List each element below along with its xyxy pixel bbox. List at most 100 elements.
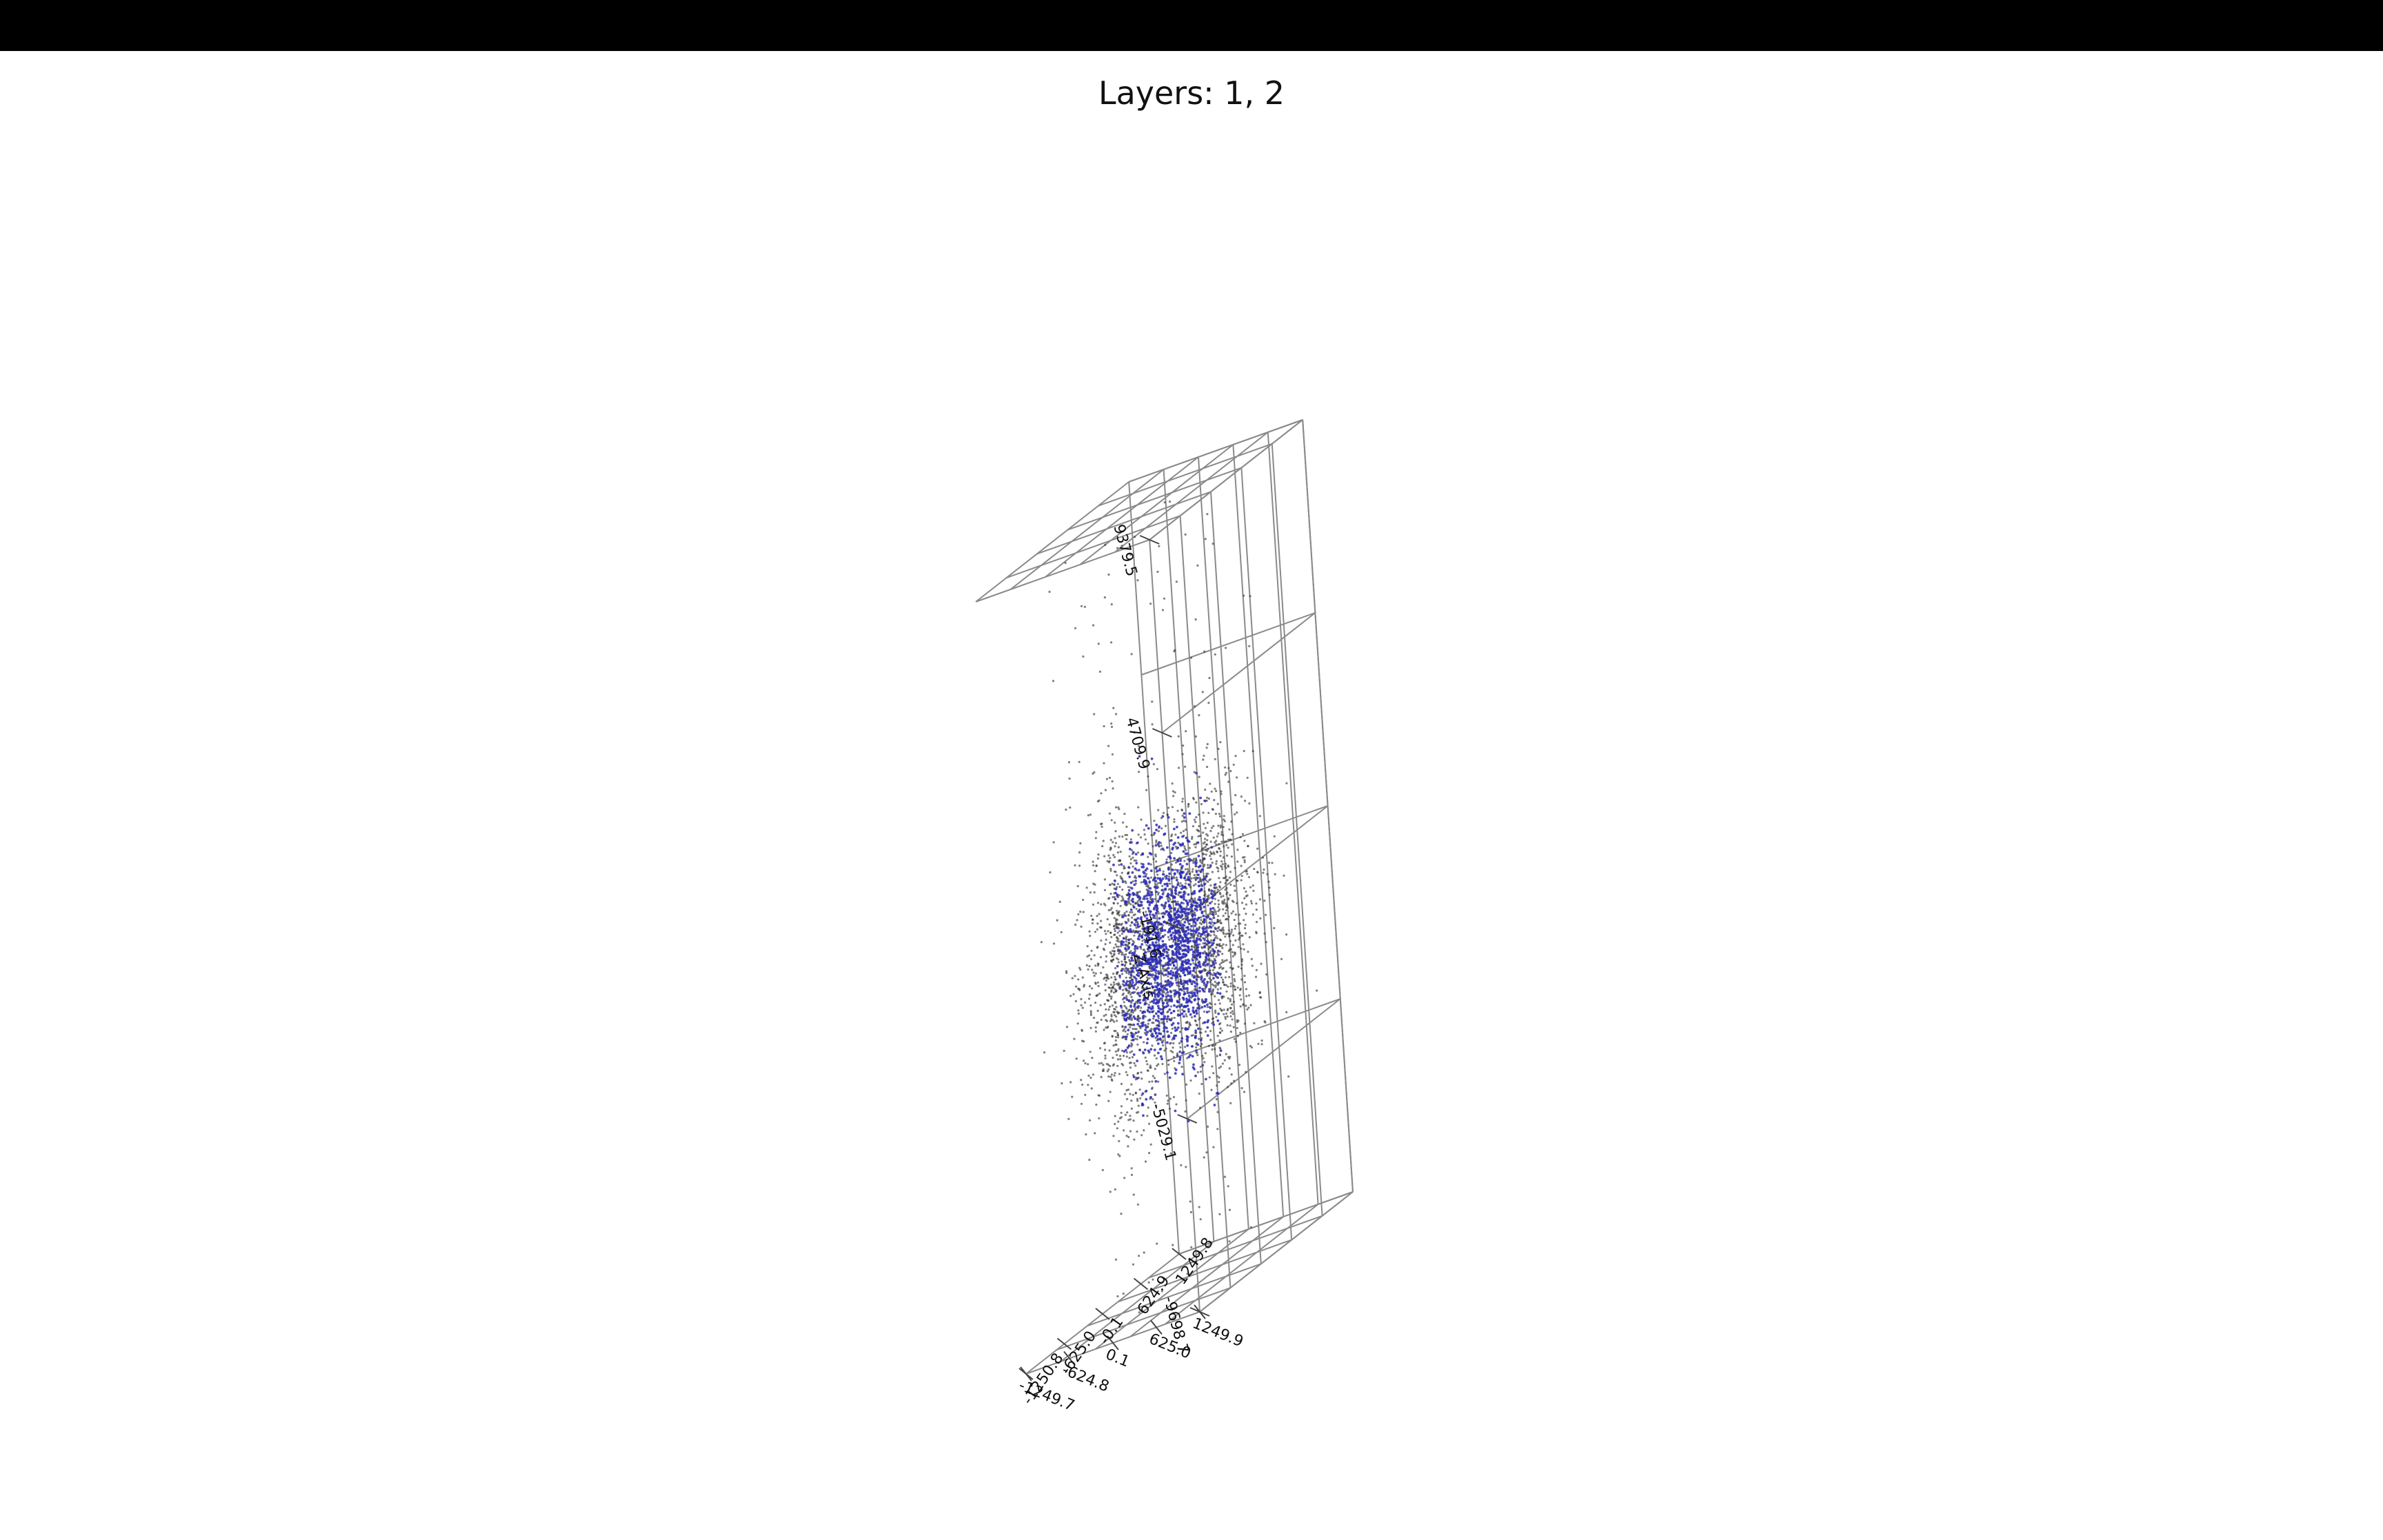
data-point [1129,1093,1132,1095]
data-point [1138,960,1142,964]
data-point [1149,1030,1152,1033]
data-point [1116,931,1119,934]
data-point [1105,960,1107,963]
data-point [1152,1015,1156,1017]
data-point [1132,1035,1135,1038]
data-point [1181,800,1184,803]
data-point [1129,1118,1132,1121]
data-point [1227,997,1229,1000]
data-point [1113,953,1116,955]
data-point [1089,1010,1092,1013]
data-point [1157,809,1160,811]
data-point [1201,987,1204,991]
data-point [1194,933,1196,936]
data-point [1152,967,1155,971]
data-point [1248,802,1251,805]
data-point [1182,918,1185,920]
data-point [1117,945,1120,948]
data-point [1210,955,1213,958]
data-point [1065,808,1067,811]
data-point [1125,1071,1127,1073]
grid-line [1187,998,1341,1119]
data-point [1118,1139,1120,1142]
data-point [1159,982,1163,985]
data-point [1169,1042,1172,1045]
data-point [1207,702,1210,705]
data-point [1218,1081,1220,1084]
data-point [1122,897,1125,900]
data-point [1209,1038,1212,1042]
data-point [1225,844,1228,847]
data-point [1136,900,1139,902]
data-point [1214,813,1217,815]
data-point [1187,805,1189,808]
data-point [1217,981,1220,984]
data-point [1166,813,1169,816]
data-point [1158,545,1160,547]
data-point [1179,988,1183,991]
data-point [1224,976,1227,979]
data-point [1170,998,1173,1001]
data-point [1200,919,1203,922]
data-point [1069,1081,1072,1084]
data-point [1182,1051,1185,1054]
data-point [1240,958,1243,961]
data-point [1154,855,1157,858]
data-point [1134,853,1138,855]
data-point [1219,919,1222,922]
data-point [1217,832,1220,835]
data-point [1207,1125,1209,1128]
data-point [1193,843,1196,846]
data-point [1181,955,1184,959]
data-point [1174,845,1177,848]
data-point [1211,871,1214,873]
data-point [1186,902,1189,904]
data-point [1175,878,1178,882]
data-point [1095,831,1098,833]
data-point [1210,964,1213,968]
data-point [1148,1122,1151,1125]
z-tick-mark [1152,728,1172,738]
data-point [1199,1218,1202,1221]
data-point [1176,1022,1180,1025]
data-point [1107,909,1110,911]
data-point [1204,538,1207,540]
data-point [1127,946,1130,949]
data-point [1183,921,1187,924]
data-point [1140,920,1143,923]
data-point [1097,642,1100,645]
data-point [1146,1009,1149,1012]
data-point [1160,844,1163,847]
data-point [1080,1102,1083,1105]
data-point [1127,1023,1130,1026]
data-point [1216,1035,1219,1037]
data-point [1225,647,1227,649]
data-point [1136,841,1139,844]
data-point [1143,871,1146,875]
data-point [1118,885,1121,889]
data-point [1205,998,1208,1001]
data-point [1203,890,1206,893]
data-point [1169,500,1172,503]
data-point [1121,914,1124,917]
data-point [1157,1010,1160,1013]
data-point [1102,1064,1105,1066]
data-point [1185,828,1187,831]
data-point [1225,875,1227,878]
data-point [1175,946,1178,949]
data-point [1096,915,1098,918]
data-point [1105,1019,1107,1022]
data-point [1122,821,1125,824]
data-point [1108,1005,1111,1009]
data-point [1184,931,1187,934]
data-point [1149,1095,1152,1099]
data-point [1114,1050,1117,1053]
data-point [1172,847,1174,849]
data-point [1117,982,1120,984]
data-point [1110,603,1113,606]
data-point [1146,960,1149,963]
data-point [1193,705,1196,708]
data-point [1147,950,1149,953]
data-point [1178,767,1180,769]
data-point [1194,931,1198,934]
